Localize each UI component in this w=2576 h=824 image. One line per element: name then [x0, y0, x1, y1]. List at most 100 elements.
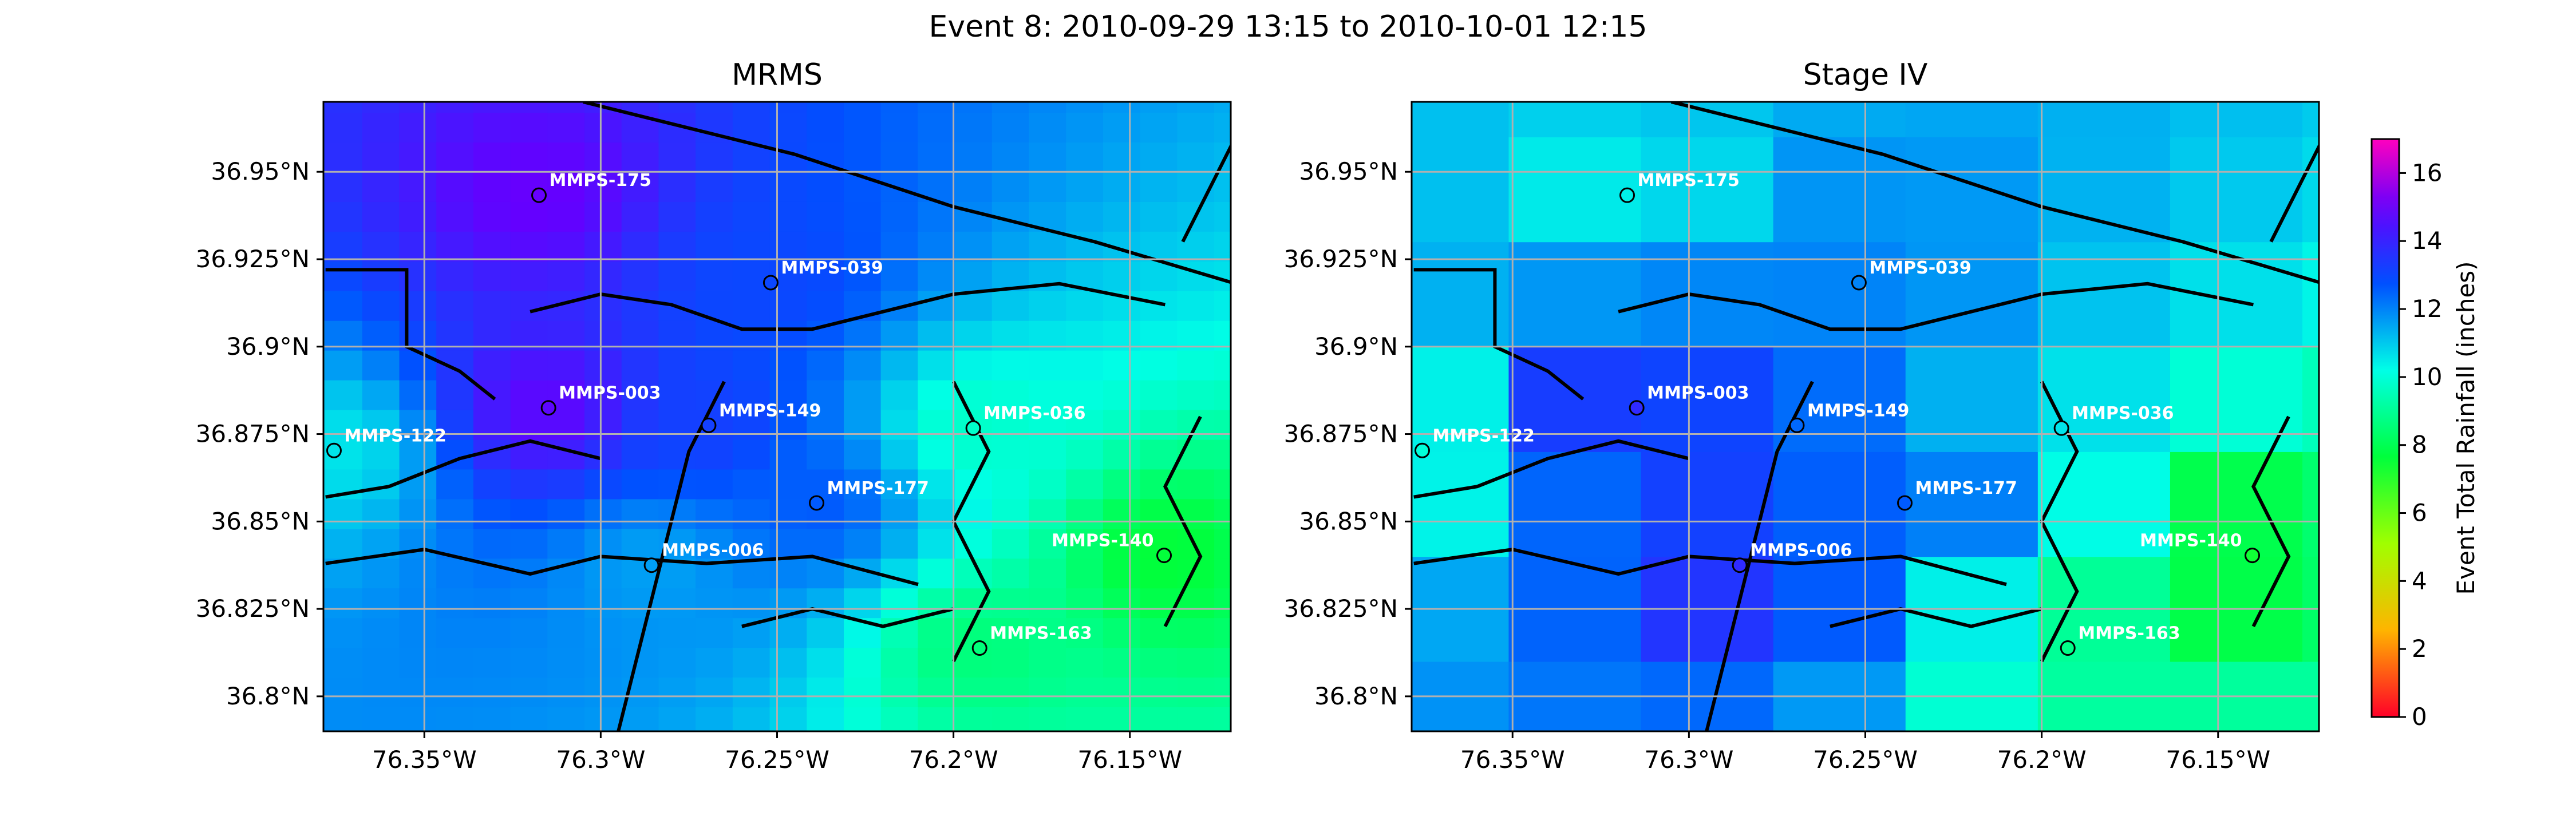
gauge-label: MMPS-039 [1869, 258, 1971, 278]
rainfall-cell [547, 261, 585, 291]
rainfall-cell [2435, 137, 2567, 242]
rainfall-cell [732, 231, 771, 262]
rainfall-cell [584, 350, 622, 381]
rainfall-cell [1214, 102, 1231, 113]
rainfall-cell [1508, 241, 1642, 347]
gauge-label: MMPS-006 [1750, 541, 1852, 561]
rainfall-cell [325, 291, 363, 321]
rainfall-cell [1214, 231, 1231, 262]
rainfall-cell [584, 261, 622, 291]
rainfall-cell [955, 231, 993, 262]
coastline-path [1181, 142, 1231, 243]
rainfall-cell [1066, 53, 1104, 83]
gauge-marker [965, 420, 981, 436]
rainfall-cell [436, 112, 474, 143]
rainfall-cell [547, 409, 585, 440]
rainfall-cell [2435, 0, 2567, 33]
rainfall-cell [769, 231, 808, 262]
rainfall-cell [843, 707, 882, 731]
rainfall-cell [1029, 498, 1067, 529]
gauge-marker [701, 417, 717, 433]
rainfall-cell [991, 379, 1030, 410]
rainfall-cell [436, 53, 474, 83]
rainfall-cell [1140, 320, 1178, 351]
rainfall-cell [844, 53, 882, 83]
rainfall-cell [1029, 617, 1067, 648]
rainfall-cell [880, 469, 919, 500]
rainfall-cell [325, 172, 363, 202]
rainfall-cell [473, 677, 511, 708]
rainfall-cell [881, 53, 919, 83]
rainfall-cell [880, 528, 919, 559]
rainfall-cell [621, 201, 659, 232]
rainfall-cell [362, 291, 400, 321]
rainfall-cell [1103, 142, 1141, 173]
rainfall-cell [362, 231, 400, 262]
gridlines [323, 102, 1231, 731]
rainfall-cell [1177, 53, 1215, 83]
rainfall-cell [1214, 201, 1231, 232]
rainfall-cell [547, 588, 585, 619]
coastline-path [325, 439, 602, 499]
rainfall-cell [325, 707, 363, 731]
rainfall-cell [1251, 231, 1289, 262]
rainfall-cell [1140, 617, 1178, 648]
rainfall-cell [1103, 261, 1141, 291]
rainfall-cell [399, 588, 437, 619]
gauge-label: MMPS-006 [662, 541, 764, 561]
rainfall-cell [325, 53, 363, 83]
rainfall-cell [621, 102, 659, 113]
rainfall-cell [843, 102, 882, 113]
rainfall-cell [323, 409, 326, 440]
rainfall-cell [1103, 707, 1141, 731]
rainfall-cell [807, 647, 844, 678]
colorbar-gradient [2370, 138, 2400, 718]
rainfall-cell [325, 736, 363, 767]
rainfall-cell [658, 320, 696, 351]
rainfall-cell [323, 677, 326, 708]
coastline-path [530, 282, 1165, 331]
rainfall-cell [584, 142, 622, 173]
rainfall-cell [621, 172, 659, 202]
rainfall-cell [843, 498, 882, 529]
rainfall-cell [1214, 53, 1252, 83]
rainfall-cell [473, 736, 511, 767]
rainfall-cell [621, 528, 659, 559]
rainfall-cell [325, 201, 363, 232]
gauge-marker [1414, 442, 1430, 458]
rainfall-cell [1251, 320, 1289, 351]
gauge-label: MMPS-036 [983, 403, 1085, 423]
rainfall-cell [362, 172, 400, 202]
rainfall-cell [658, 53, 696, 83]
rainfall-cell [325, 112, 363, 143]
rainfall-cell [1140, 558, 1178, 589]
panels: MMPS-175 MMPS-039 MMPS-003 MMPS-149 MMPS-122… [196, 0, 2567, 774]
gridlines [1412, 102, 2319, 731]
rainfall-cell [1251, 588, 1289, 618]
rainfall-cell [1029, 102, 1067, 113]
rainfall-cell [584, 112, 622, 143]
figure-title: Event 8: 2010-09-29 13:15 to 2010-10-01 … [929, 10, 1647, 44]
rainfall-cell [362, 617, 400, 648]
rainfall-cell [323, 528, 326, 559]
rainfall-cell [1066, 707, 1104, 731]
rainfall-cell [510, 201, 548, 232]
rainfall-cell [584, 231, 622, 262]
rainfall-cell [955, 142, 993, 173]
rainfall-cell [325, 320, 363, 351]
rainfall-cell [510, 320, 548, 351]
rainfall-cell [1029, 439, 1067, 470]
rainfall-cell [547, 102, 585, 113]
y-tick-label: 36.9°N [1314, 332, 1398, 360]
rainfall-cell [362, 53, 400, 83]
x-tick-label: 76.35°W [372, 746, 477, 774]
rainfall-cell [1905, 137, 2038, 243]
rainfall-cell [807, 528, 844, 559]
rainfall-cell [1177, 291, 1215, 321]
rainfall-cell [323, 617, 326, 648]
rainfall-cell [918, 102, 955, 113]
rainfall-cell [880, 112, 919, 143]
rainfall-cell [880, 350, 919, 381]
rainfall-cell [511, 53, 548, 83]
rainfall-cell [843, 647, 882, 678]
